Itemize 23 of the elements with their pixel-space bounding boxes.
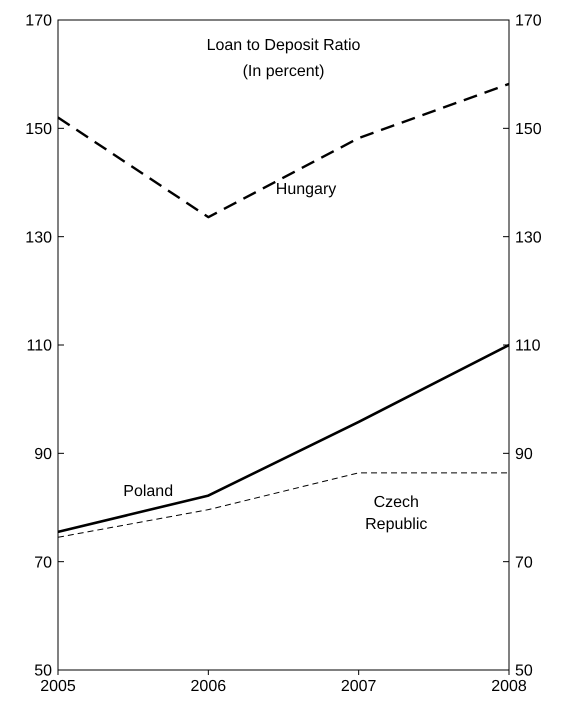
y2-tick-label: 170: [515, 12, 542, 30]
y-tick-label: 150: [25, 120, 52, 138]
y-tick-label: 110: [26, 338, 52, 355]
y-tick-label: 70: [34, 554, 52, 572]
y2-tick-label: 150: [515, 120, 542, 138]
y2-tick-label: 50: [515, 662, 533, 680]
y-tick-label: 170: [25, 12, 52, 30]
text: (In percent): [242, 63, 324, 80]
series-label: Czech Republic: [365, 494, 428, 533]
y2-tick-label: 90: [515, 446, 533, 463]
y2-tick-label: 110: [515, 338, 541, 355]
text: Loan to Deposit Ratio: [206, 37, 361, 54]
y-tick-label: 90: [34, 446, 52, 463]
series-label: Poland: [123, 483, 174, 500]
y-tick-label: 50: [34, 662, 52, 680]
x-tick-label: 2007: [340, 678, 377, 695]
x-tick-label: 2008: [491, 678, 527, 695]
y2-tick-label: 130: [515, 229, 542, 246]
y2-tick-label: 70: [515, 554, 533, 572]
series-label: Hungary: [276, 180, 336, 198]
y-tick-label: 130: [25, 229, 52, 246]
x-tick-label: 2006: [190, 678, 226, 695]
x-tick-label: 2005: [40, 678, 76, 695]
